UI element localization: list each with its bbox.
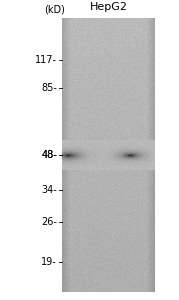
- Text: HepG2: HepG2: [90, 2, 127, 12]
- Text: 48-: 48-: [41, 150, 57, 160]
- Text: (kD): (kD): [44, 4, 65, 14]
- Text: 117-: 117-: [35, 55, 57, 65]
- Text: 85-: 85-: [41, 83, 57, 93]
- Text: 19-: 19-: [41, 257, 57, 267]
- Text: 48-: 48-: [41, 150, 57, 160]
- Text: 34-: 34-: [41, 185, 57, 195]
- Text: 26-: 26-: [41, 217, 57, 227]
